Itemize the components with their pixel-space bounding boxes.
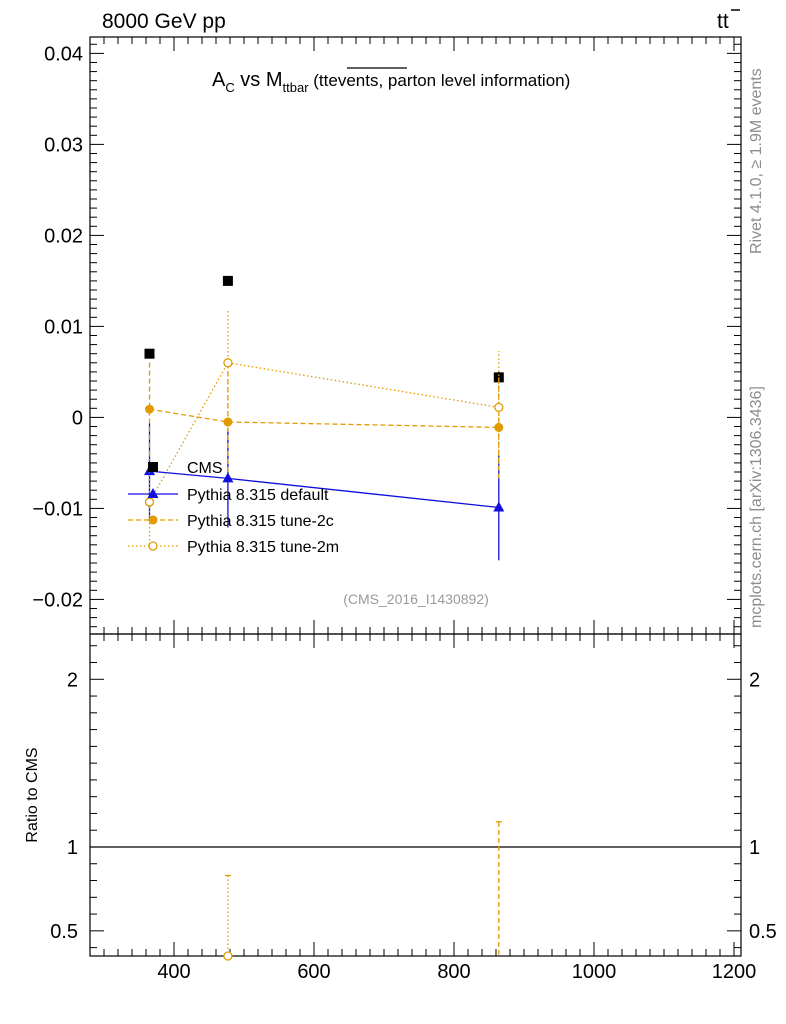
legend-item-tune-2m: Pythia 8.315 tune-2m <box>128 539 339 556</box>
ratio-y-tick-label-right: 0.5 <box>749 921 777 943</box>
data-point <box>223 358 233 368</box>
main-y-tick-label: 0.02 <box>44 225 83 247</box>
data-point <box>223 417 233 427</box>
data-point <box>144 497 155 507</box>
legend-tune-2c-label: Pythia 8.315 tune-2c <box>187 513 334 530</box>
ratio-y-tick-labels: 0.5 0.5 1 1 2 2 <box>50 669 777 943</box>
x-tick-labels: 400 600 800 1000 1200 <box>157 961 756 983</box>
main-y-tick-label: 0.04 <box>44 43 83 65</box>
series-0 <box>144 275 504 383</box>
legend-tune-2c-marker <box>148 515 158 525</box>
main-panel: −0.02 −0.01 0 0.01 0.02 0.03 0.04 AC vs Mttbar… <box>32 36 742 635</box>
mcplots-label: mcplots.cern.ch [arXiv:1306.3436] <box>748 386 765 628</box>
ratio-y-axis-label: Ratio to CMS <box>24 747 41 842</box>
legend-item-tune-2c: Pythia 8.315 tune-2c <box>128 513 334 530</box>
x-tick-label: 1200 <box>712 961 757 983</box>
main-y-tick-label: 0.01 <box>44 316 83 338</box>
rivet-label: Rivet 4.1.0, ≥ 1.9M events <box>748 68 765 254</box>
data-point <box>145 404 154 414</box>
series-line <box>148 362 499 503</box>
series-line <box>149 408 499 429</box>
legend-cms-marker <box>148 462 158 472</box>
legend-default-marker <box>147 488 159 498</box>
legend-default-label: Pythia 8.315 default <box>187 487 329 504</box>
data-point <box>494 402 504 413</box>
ratio-point <box>223 951 233 961</box>
x-tick-label: 800 <box>437 961 470 983</box>
data-point <box>493 372 504 383</box>
ratio-axis-ticks <box>90 634 741 956</box>
process-label: tt <box>717 9 740 33</box>
ratio-y-tick-label: 1 <box>67 837 78 859</box>
x-tick-label: 1000 <box>572 961 617 983</box>
main-y-tick-label: 0.03 <box>44 134 83 156</box>
legend-tune-2m-label: Pythia 8.315 tune-2m <box>187 539 339 556</box>
ratio-y-tick-label-right: 2 <box>749 669 760 691</box>
main-y-tick-labels: −0.02 −0.01 0 0.01 0.02 0.03 0.04 <box>32 43 83 611</box>
legend-item-cms: CMS <box>148 460 223 477</box>
legend: CMS Pythia 8.315 default Pythia 8.315 tu… <box>128 460 339 556</box>
main-axis-ticks <box>90 37 741 634</box>
main-y-tick-label: −0.01 <box>32 498 83 520</box>
legend-item-default: Pythia 8.315 default <box>128 487 329 504</box>
ratio-y-tick-label: 2 <box>67 669 78 691</box>
data-point <box>144 348 155 359</box>
main-data-layer <box>144 275 505 561</box>
data-point <box>493 501 505 512</box>
ratio-data-layer <box>90 821 741 961</box>
ratio-frame <box>89 633 742 957</box>
x-tick-label: 400 <box>157 961 190 983</box>
ratio-y-tick-label-right: 1 <box>749 837 760 859</box>
legend-cms-label: CMS <box>187 460 223 477</box>
energy-label: 8000 GeV pp <box>102 10 226 33</box>
ratio-y-tick-label: 0.5 <box>50 921 78 943</box>
ratio-panel: 0.5 0.5 1 1 2 2 Ratio to CMS <box>24 633 777 961</box>
process-label-main: tt <box>717 10 729 33</box>
legend-tune-2m-marker <box>148 541 158 551</box>
plot-title: AC vs Mttbar (ttevents, parton level inf… <box>212 69 570 95</box>
data-point <box>222 275 233 286</box>
main-y-tick-label: 0 <box>72 407 83 429</box>
main-y-tick-label: −0.02 <box>32 589 83 611</box>
x-tick-label: 600 <box>297 961 330 983</box>
data-point <box>222 472 234 483</box>
analysis-id: (CMS_2016_I1430892) <box>343 591 489 607</box>
